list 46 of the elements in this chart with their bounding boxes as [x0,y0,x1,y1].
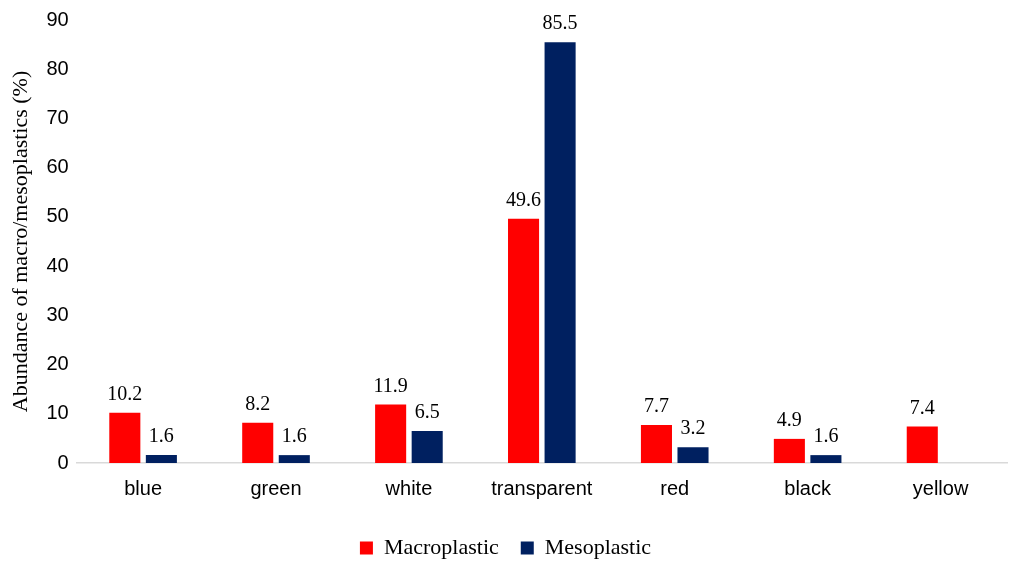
y-tick-label: 80 [46,56,69,79]
bar [411,431,443,463]
x-tick-label: red [660,476,690,499]
bar [544,42,576,463]
y-tick-label: 40 [46,253,69,276]
x-tick-label: transparent [491,476,593,499]
bar [375,404,407,463]
bar [677,447,709,463]
data-label: 1.6 [148,424,174,447]
data-label: 8.2 [245,391,271,414]
bar [773,438,805,463]
y-tick-label: 60 [46,155,69,178]
data-label: 49.6 [506,188,542,211]
y-axis-title: Abundance of macro/mesoplastics (%) [6,70,32,413]
data-label: 6.5 [414,400,440,423]
y-tick-label: 0 [57,450,69,473]
legend-label: Macroplastic [383,533,499,559]
data-label: 10.2 [107,382,143,405]
bar [109,412,141,463]
bar [810,455,842,463]
data-label: 3.2 [680,416,706,439]
bar [906,426,938,463]
bar [242,422,274,463]
data-label: 4.9 [776,408,802,431]
x-tick-label: yellow [912,476,969,499]
x-tick-label: white [384,476,433,499]
y-tick-label: 10 [46,401,69,424]
y-tick-label: 20 [46,352,69,375]
data-label: 1.6 [281,424,307,447]
bar [145,455,177,463]
bar [278,455,310,463]
bar [508,218,540,463]
x-tick-label: blue [124,476,163,499]
x-tick-label: black [784,476,832,499]
y-tick-label: 70 [46,105,69,128]
legend-label: Mesoplastic [544,533,652,559]
y-tick-label: 50 [46,204,69,227]
data-label: 11.9 [373,373,408,396]
data-label: 1.6 [813,424,839,447]
data-label: 7.4 [909,395,935,418]
data-label: 7.7 [643,394,669,417]
x-tick-label: green [250,476,302,499]
data-label: 85.5 [542,11,578,34]
bar [640,425,672,463]
y-tick-label: 30 [46,302,69,325]
y-tick-label: 90 [46,7,69,30]
